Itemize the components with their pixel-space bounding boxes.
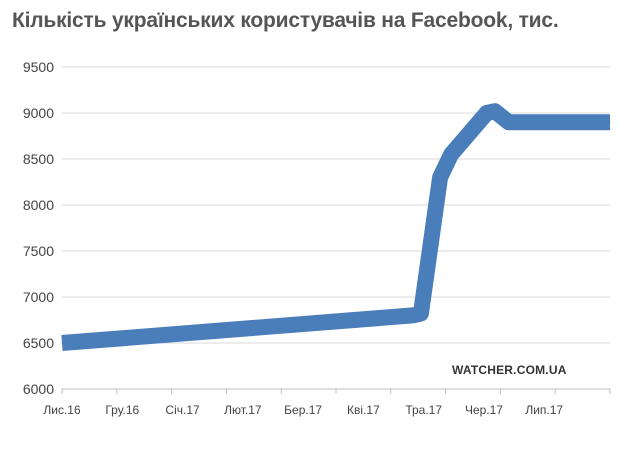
series-layer (61, 103, 611, 351)
x-tick-label: Кві.17 (347, 403, 380, 417)
y-tick-label: 6000 (23, 381, 54, 397)
gridlines (62, 66, 610, 344)
data-point (439, 176, 441, 178)
y-tick-label: 8500 (23, 151, 54, 167)
x-tick-label: Бер.17 (284, 403, 322, 417)
data-point (61, 342, 63, 344)
y-axis-ticks: 6000 6500 7000 7500 8000 8500 9000 9500 (23, 59, 54, 397)
watermark-annotation: WATCHER.COM.UA (452, 363, 567, 377)
data-point (609, 121, 611, 123)
x-tick-label: Лис.16 (43, 403, 81, 417)
x-tick-label: Чер.17 (465, 403, 503, 417)
y-tick-label: 8000 (23, 197, 54, 213)
data-point (450, 153, 452, 155)
x-tick-label: Січ.17 (165, 403, 200, 417)
y-tick-label: 9000 (23, 105, 54, 121)
data-point (486, 112, 488, 114)
data-point (508, 121, 510, 123)
y-tick-label: 7500 (23, 243, 54, 259)
data-point (420, 313, 422, 315)
x-tick-label: Тра.17 (405, 403, 442, 417)
chart-title: Кількість українських користувачів на Fa… (12, 9, 559, 32)
data-point (412, 314, 414, 316)
series-line-0 (61, 103, 610, 351)
y-tick-label: 6500 (23, 335, 54, 351)
x-tick-label: Гру.16 (105, 403, 139, 417)
y-tick-label: 7000 (23, 289, 54, 305)
y-tick-label: 9500 (23, 59, 54, 75)
x-axis-ticks: Лис.16 Гру.16 Січ.17 Лют.17 Бер.17 Кві.17 Тра.… (43, 389, 611, 417)
data-point (494, 110, 496, 112)
x-tick-label: Лип.17 (525, 403, 563, 417)
x-tick-label: Лют.17 (224, 403, 262, 417)
